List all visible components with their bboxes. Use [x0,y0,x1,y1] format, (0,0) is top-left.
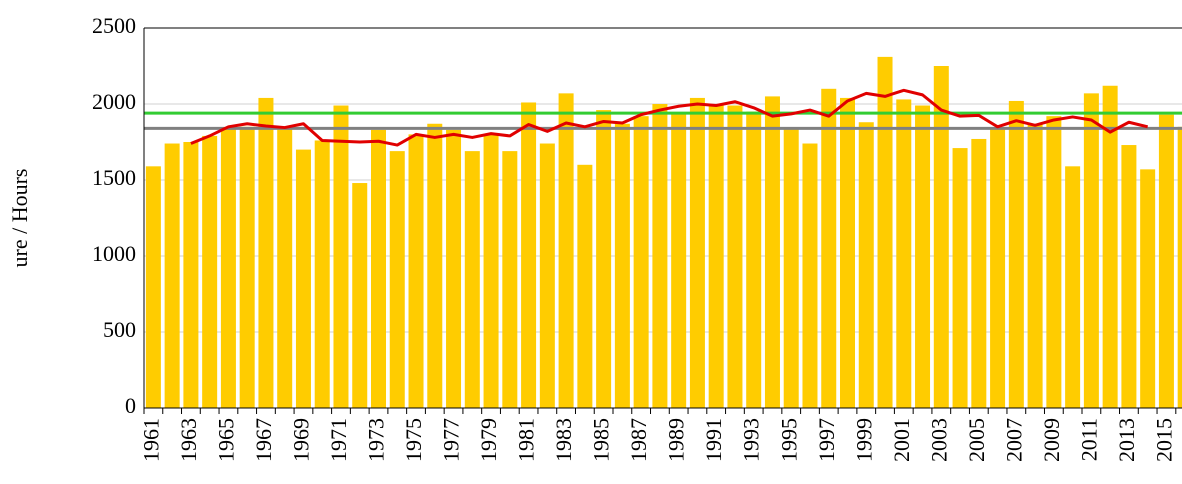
bar [1008,100,1024,409]
bar [896,99,912,408]
bar [145,166,161,408]
x-tick-label: 2011 [1076,418,1101,461]
x-tick-label: 1973 [364,418,389,462]
bar [1177,126,1182,409]
y-axis-label: ure / Hours [7,169,32,268]
bar [952,148,968,408]
bar [858,122,874,409]
bar [427,123,443,408]
bar [1027,123,1043,408]
x-tick-label: 2005 [964,418,989,462]
bar [746,111,762,408]
x-tick-label: 1987 [626,418,651,462]
bar [633,116,649,408]
x-tick-label: 1963 [176,418,201,462]
bar [202,135,218,409]
x-tick-label: 1991 [701,418,726,462]
bar [577,164,593,408]
x-tick-label: 2001 [889,418,914,462]
x-tick-label: 1999 [851,418,876,462]
bar [539,143,555,408]
bar [333,105,349,409]
bar [1121,145,1137,409]
x-tick-label: 1979 [476,418,501,462]
bar [352,183,368,408]
y-tick-label: 1000 [92,241,136,266]
bar [558,93,574,409]
bar [1102,85,1118,408]
bar [277,126,293,409]
bar [1046,116,1062,408]
x-tick-label: 2007 [1001,418,1026,462]
bar [295,149,311,408]
bar [502,151,518,408]
bar [1158,114,1174,408]
bar [164,143,180,408]
x-tick-label: 2003 [926,418,951,462]
bar [764,96,780,409]
x-tick-label: 2009 [1039,418,1064,462]
x-tick-label: 1961 [138,418,163,462]
x-tick-label: 1985 [589,418,614,462]
bar [596,110,612,408]
bar [220,128,236,408]
bar [239,126,255,409]
bar [971,138,987,408]
x-tick-label: 1965 [213,418,238,462]
x-tick-label: 1967 [251,418,276,462]
x-tick-label: 1969 [289,418,314,462]
x-tick-label: 2015 [1151,418,1176,462]
x-tick-label: 1983 [551,418,576,462]
bar [258,97,274,409]
bar [314,140,330,409]
bar [783,128,799,408]
bar [446,129,462,408]
y-tick-label: 1500 [92,165,136,190]
moving-average-line [190,88,1149,147]
x-tick-label: 1989 [664,418,689,462]
bar [990,128,1006,408]
bar [521,102,537,408]
bar [915,105,931,409]
bar [821,88,837,409]
x-tick-label: 1995 [776,418,801,462]
x-tick-label: 1971 [326,418,351,462]
bar [708,105,724,409]
bar [408,134,424,408]
x-tick-label: 1997 [814,418,839,462]
bar [652,104,668,408]
bar [183,142,199,408]
bar [389,151,405,408]
bar [877,56,893,408]
x-tick-label: 2013 [1114,418,1139,462]
x-tick-label: 1981 [514,418,539,462]
bar [464,151,480,408]
bar [933,66,949,408]
bar [689,97,705,409]
bar [483,134,499,408]
bar [1140,169,1156,408]
bar [1065,166,1081,408]
bar [802,143,818,408]
bar [840,97,855,409]
y-tick-label: 500 [103,317,136,342]
x-tick-label: 1993 [739,418,764,462]
bar [671,113,687,409]
bar [1083,93,1099,409]
x-tick-label: 1975 [401,418,426,462]
y-tick-label: 2000 [92,89,136,114]
bar [614,123,630,408]
bar [371,129,386,408]
y-tick-label: 2500 [92,13,136,38]
x-tick-label: 1977 [439,418,464,462]
y-tick-label: 0 [125,393,136,418]
bar [727,105,743,409]
